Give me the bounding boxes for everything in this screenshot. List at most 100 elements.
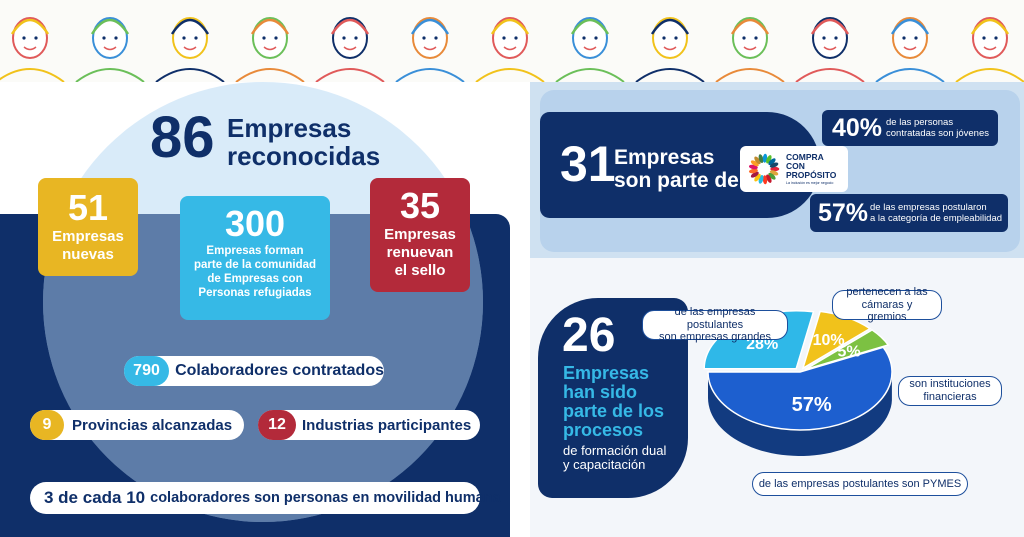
card-nuevas-line1: Empresas bbox=[52, 228, 124, 245]
card-renuevan-line2: renuevan bbox=[386, 244, 454, 261]
person-illustration bbox=[795, 17, 865, 82]
logo-petal bbox=[758, 154, 764, 163]
card-nuevas: 51 Empresas nuevas bbox=[38, 178, 138, 276]
logo-flower-icon bbox=[748, 153, 780, 185]
card-refugiadas: 300 Empresas forman parte de la comunida… bbox=[180, 196, 330, 320]
formacion-sublabel: de formación dual y capacitación bbox=[563, 444, 666, 472]
logo-text-line3: PROPÓSITO bbox=[786, 170, 837, 180]
logo-petal bbox=[762, 153, 768, 163]
card-renuevan-line3: el sello bbox=[394, 262, 446, 279]
stat-movilidad-number: 3 de cada 10 bbox=[44, 488, 146, 507]
stat-provincias-label: Provincias alcanzadas bbox=[72, 416, 233, 434]
logo-petal bbox=[768, 172, 776, 180]
pie-value-label: 10% bbox=[813, 332, 845, 349]
formacion-line5: de formación dual bbox=[563, 443, 667, 458]
logo-petal bbox=[762, 175, 768, 185]
stat-colaboradores-label: Colaboradores contratados bbox=[175, 362, 384, 379]
stat-movilidad: 3 de cada 10 colaboradores son personas … bbox=[30, 482, 501, 514]
person-illustration bbox=[635, 17, 705, 82]
logo-petal bbox=[768, 158, 776, 166]
logo-petal bbox=[770, 166, 780, 172]
card-refugiadas-number: 300 bbox=[224, 203, 286, 244]
person-illustration bbox=[395, 17, 465, 82]
callout-grandes: de las empresas postulantes son empresas… bbox=[642, 306, 788, 343]
logo-petal bbox=[754, 156, 761, 165]
person-illustration bbox=[315, 17, 385, 82]
card-renuevan-number: 35 bbox=[399, 185, 441, 226]
card-nuevas-line2: nuevas bbox=[62, 246, 114, 263]
card-renuevan-line1: Empresas bbox=[384, 226, 456, 243]
compra-stat-empleabilidad-text: de las empresas postularon a la categorí… bbox=[870, 202, 1002, 224]
compra-stat-empleabilidad-number: 57% bbox=[818, 199, 869, 227]
logo-text-line2: CON bbox=[786, 161, 805, 171]
formacion-number: 26 bbox=[562, 309, 616, 362]
stat-industrias-label: Industrias participantes bbox=[302, 416, 472, 434]
stat-colaboradores: 790 Colaboradores contratados bbox=[124, 356, 384, 386]
person-illustration bbox=[235, 17, 305, 82]
card-refugiadas-line2: parte de la comunidad bbox=[193, 259, 317, 271]
callout-pymes: de las empresas postulantes son PYMES bbox=[752, 472, 968, 496]
person-illustration bbox=[875, 17, 945, 82]
compra-label-line2: son parte de bbox=[614, 169, 739, 192]
total-label: Empresas reconocidas bbox=[227, 114, 380, 170]
logo-petal bbox=[769, 162, 779, 168]
stat-industrias-number: 12 bbox=[258, 410, 296, 440]
callout-gremios-line1: pertenecen a las bbox=[846, 286, 928, 299]
callout-gremios-line2: cámaras y gremios bbox=[861, 298, 913, 324]
logo-petal bbox=[748, 168, 758, 174]
compra-stat-jovenes: 40% de las personas contratadas son jóve… bbox=[822, 110, 998, 146]
stat-provincias-number: 9 bbox=[30, 410, 64, 440]
person-illustration bbox=[555, 17, 625, 82]
card-renuevan: 35 Empresas renuevan el sello bbox=[370, 178, 470, 292]
callout-grandes-line1: de las empresas postulantes bbox=[674, 306, 756, 331]
pie-value-label: 28% bbox=[746, 336, 778, 353]
callout-grandes-line2: son empresas grandes bbox=[659, 331, 771, 344]
compra-stat-jovenes-line1: de las personas bbox=[886, 117, 954, 128]
compra-con-proposito-logo: COMPRA CON PROPÓSITO La inclusión es mej… bbox=[740, 146, 848, 192]
logo-tagline: La inclusión es mejor negocio bbox=[786, 181, 834, 185]
compra-stat-empleabilidad-line2: a la categoría de empleabilidad bbox=[870, 213, 1003, 224]
total-label-line2: reconocidas bbox=[227, 141, 381, 171]
logo-petal bbox=[754, 173, 761, 182]
compra-label: Empresas son parte de bbox=[614, 146, 739, 192]
card-nuevas-number: 51 bbox=[67, 187, 109, 228]
card-refugiadas-line4: Personas refugiadas bbox=[198, 287, 312, 299]
formacion-label: Empresas han sido parte de los procesos bbox=[563, 364, 664, 440]
stat-industrias: 12 Industrias participantes bbox=[258, 410, 480, 440]
compra-stat-empleabilidad-line1: de las empresas postularon bbox=[870, 202, 987, 213]
pie-value-label: 57% bbox=[792, 394, 832, 416]
compra-label-line1: Empresas bbox=[614, 146, 715, 169]
total-number: 86 bbox=[150, 105, 215, 170]
people-illustration-banner bbox=[0, 0, 1024, 82]
stat-colaboradores-number: 790 bbox=[124, 356, 170, 386]
callout-financieras-line2: financieras bbox=[923, 391, 977, 403]
logo-petal bbox=[766, 174, 772, 183]
card-refugiadas-line1: Empresas forman bbox=[206, 245, 304, 257]
compra-stat-jovenes-number: 40% bbox=[832, 114, 883, 142]
logo-text-line1: COMPRA bbox=[786, 152, 824, 162]
logo-petal bbox=[750, 171, 759, 178]
card-refugiadas-line3: de Empresas con bbox=[207, 273, 303, 285]
compra-number: 31 bbox=[560, 136, 616, 192]
person-illustration bbox=[75, 17, 145, 82]
total-label-line1: Empresas bbox=[227, 113, 352, 143]
callout-gremios: pertenecen a las cámaras y gremios bbox=[832, 286, 942, 323]
person-illustration bbox=[715, 17, 785, 82]
logo-petal bbox=[750, 160, 759, 167]
person-illustration bbox=[955, 17, 1024, 82]
formacion-line2: han sido bbox=[563, 382, 638, 402]
person-illustration bbox=[475, 17, 545, 82]
pie-slice-side bbox=[708, 372, 892, 456]
stat-provincias: 9 Provincias alcanzadas bbox=[30, 410, 244, 440]
compra-stat-jovenes-line2: contratadas son jóvenes bbox=[886, 128, 989, 139]
formacion-line3: parte de los bbox=[563, 401, 665, 421]
person-illustration bbox=[155, 17, 225, 82]
formacion-line4: procesos bbox=[563, 420, 644, 440]
callout-financieras-line1: son instituciones bbox=[909, 378, 991, 391]
logo-text: COMPRA CON PROPÓSITO bbox=[786, 153, 836, 180]
person-illustration bbox=[0, 17, 65, 82]
compra-stat-empleabilidad: 57% de las empresas postularon a la cate… bbox=[810, 194, 1008, 232]
pie-slice bbox=[804, 329, 890, 371]
compra-stat-jovenes-text: de las personas contratadas son jóvenes bbox=[886, 117, 989, 139]
